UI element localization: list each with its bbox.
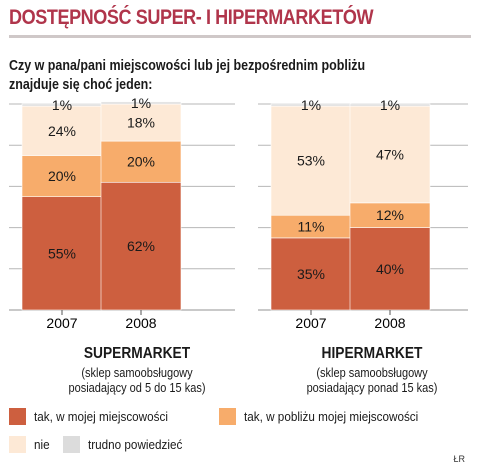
legend-swatch-dont-know [63,436,80,453]
legend-swatch-none [9,436,26,453]
survey-question: Czy w pana/pani miejscowości lub jej bez… [9,57,456,95]
legend-label-nearby: tak, w pobliżu mojej miejscowości [244,409,419,424]
data-label: 53% [297,153,325,169]
group-title-hipermarket: HIPERMARKET [321,345,423,362]
bar-segment-hipermarket-2008-2 [349,105,431,204]
bar-segment-hipermarket-2007-2 [270,105,352,216]
bar-segment-supermarket-2007-0 [21,196,103,311]
group-title-supermarket: SUPERMARKET [83,345,191,362]
data-label: 12% [376,207,404,223]
data-label: 62% [127,238,155,254]
bar-segment-hipermarket-2008-0 [349,227,431,311]
legend-swatch-nearby [219,408,236,425]
legend-label-in-town: tak, w mojej miejscowości [34,409,168,424]
legend-item-none: nie [9,436,51,453]
bar-segment-hipermarket-2008-3 [349,103,431,107]
bar-segment-hipermarket-2007-0 [270,237,352,311]
data-label: 24% [48,123,76,139]
data-label: 35% [297,266,325,282]
group-subtitle-hipermarket-line-1: (sklep samoobsługowy [316,366,428,380]
author-credit: ŁR [453,454,465,464]
legend-item-in-town: tak, w mojej miejscowości [9,408,183,425]
title-divider [9,35,471,38]
data-label: 11% [298,219,325,235]
legend-item-nearby: tak, w pobliżu mojej miejscowości [219,408,438,425]
bar-segment-supermarket-2008-2 [100,103,182,142]
data-label: 20% [48,168,76,184]
data-label: 1% [131,95,151,111]
data-label: 20% [127,154,155,170]
legend: tak, w mojej miejscowości tak, w pobliżu… [9,408,477,464]
category-label-hipermarket-2007: 2007 [295,315,326,331]
group-subtitle-supermarket-line-2: posiadający od 5 do 15 kas) [68,381,206,395]
data-label: 55% [48,245,76,261]
bar-segment-supermarket-2008-0 [100,181,182,311]
data-label: 1% [52,97,72,113]
question-line-2: znajduje się choć jeden: [9,77,153,93]
question-line-1: Czy w pana/pani miejscowości lub jej bez… [9,58,366,74]
chart-title: DOSTĘPNOŚĆ SUPER- I HIPERMARKETÓW [9,6,374,29]
bar-segment-supermarket-2007-2 [21,105,103,156]
data-label: 1% [301,97,321,113]
group-subtitle-hipermarket-line-2: posiadający ponad 15 kas) [306,381,438,395]
group-subtitle-hipermarket: (sklep samoobsługowy posiadający ponad 1… [275,366,469,396]
bar-segment-supermarket-2008-3 [100,101,182,105]
category-label-supermarket-2008: 2008 [125,315,156,331]
legend-label-dont-know: trudno powiedzieć [88,437,183,452]
bar-segment-supermarket-2007-1 [21,155,103,198]
data-label: 47% [376,146,404,162]
category-label-hipermarket-2008: 2008 [374,315,405,331]
data-label: 1% [380,97,400,113]
group-subtitle-supermarket: (sklep samoobsługowy posiadający od 5 do… [40,366,234,396]
legend-swatch-in-town [9,408,26,425]
legend-label-none: nie [34,437,50,452]
legend-item-dont-know: trudno powiedzieć [63,436,193,453]
data-label: 40% [376,261,404,277]
bar-segment-supermarket-2008-1 [100,140,182,183]
category-label-supermarket-2007: 2007 [46,315,77,331]
group-subtitle-supermarket-line-1: (sklep samoobsługowy [81,366,193,380]
data-label: 18% [127,115,155,131]
